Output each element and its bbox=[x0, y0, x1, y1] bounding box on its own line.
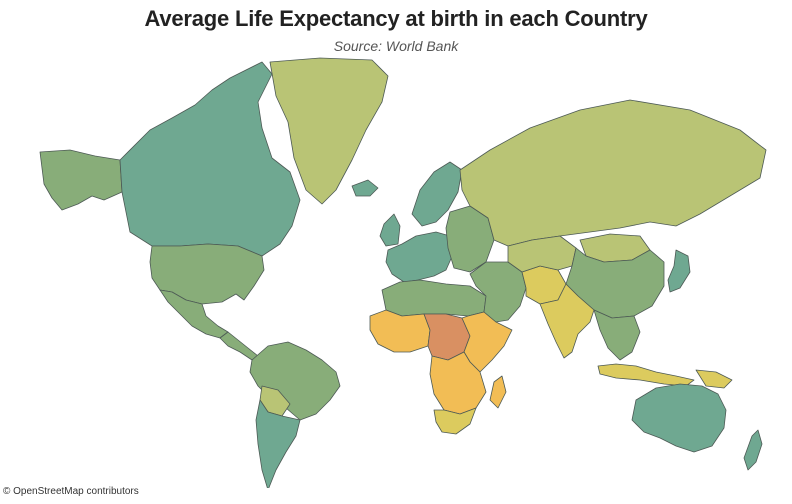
region-western-europe[interactable] bbox=[385, 231, 455, 283]
region-papua[interactable] bbox=[695, 369, 733, 389]
region-scandinavia[interactable] bbox=[411, 161, 463, 227]
region-south-america-south[interactable] bbox=[255, 399, 301, 488]
region-middle-east[interactable] bbox=[469, 261, 527, 323]
region-central-america[interactable] bbox=[219, 331, 259, 361]
region-australia[interactable] bbox=[631, 383, 727, 453]
region-southern-africa[interactable] bbox=[429, 351, 487, 415]
map-attribution[interactable]: © OpenStreetMap contributors bbox=[3, 486, 139, 497]
region-indonesia[interactable] bbox=[597, 363, 695, 387]
region-west-africa[interactable] bbox=[369, 309, 431, 353]
region-central-asia[interactable] bbox=[507, 235, 577, 273]
region-north-africa[interactable] bbox=[381, 279, 487, 317]
region-southeast-asia[interactable] bbox=[593, 309, 641, 361]
region-south-africa[interactable] bbox=[433, 407, 477, 435]
region-usa[interactable] bbox=[149, 243, 265, 305]
region-alaska[interactable] bbox=[39, 149, 123, 211]
region-greenland[interactable] bbox=[269, 57, 389, 205]
region-east-africa[interactable] bbox=[461, 311, 513, 373]
region-madagascar[interactable] bbox=[489, 375, 507, 409]
world-choropleth-map[interactable] bbox=[0, 56, 792, 488]
region-canada[interactable] bbox=[119, 61, 301, 257]
region-russia[interactable] bbox=[459, 99, 767, 247]
region-japan[interactable] bbox=[667, 249, 691, 293]
region-uk[interactable] bbox=[379, 213, 401, 247]
region-iceland[interactable] bbox=[351, 179, 379, 197]
map-title: Average Life Expectancy at birth in each… bbox=[144, 6, 648, 31]
region-new-zealand[interactable] bbox=[743, 429, 763, 471]
map-subtitle: Source: World Bank bbox=[333, 38, 459, 54]
region-india[interactable] bbox=[539, 283, 595, 359]
